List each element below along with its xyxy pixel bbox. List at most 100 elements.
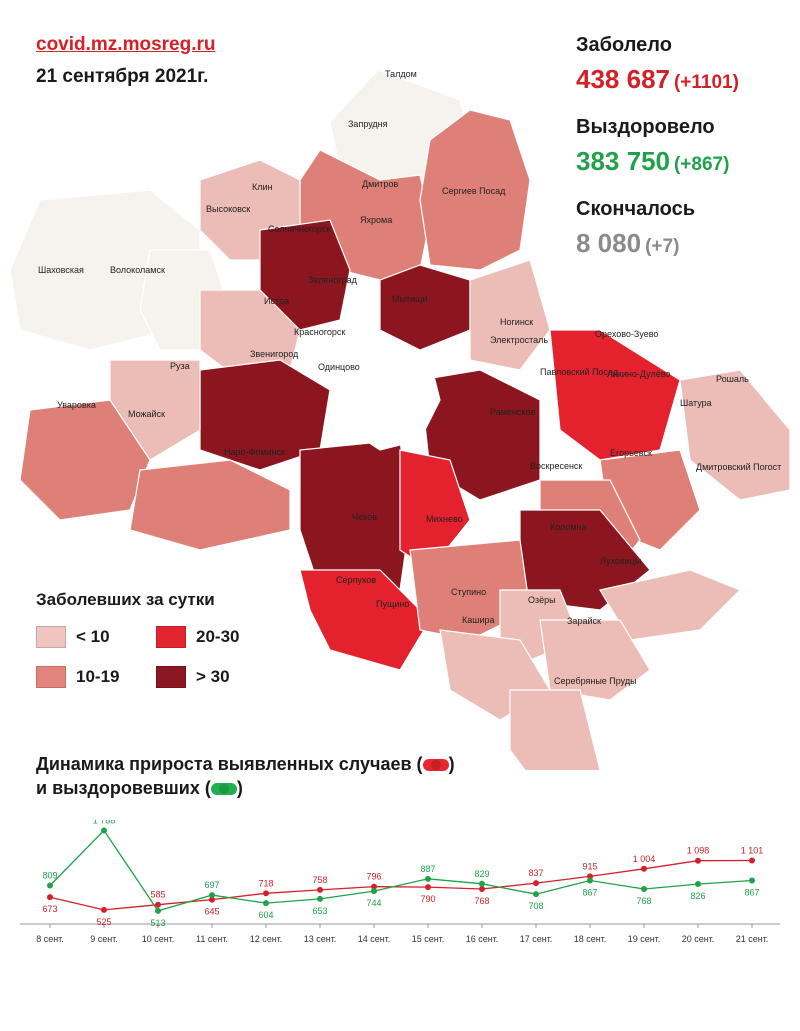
place-label: Шатура (680, 398, 712, 408)
report-date: 21 сентября 2021г. (36, 66, 209, 87)
infected-point (371, 883, 377, 890)
place-label: Клин (252, 182, 273, 192)
recovered-point (479, 880, 485, 887)
recovered-data-label: 826 (690, 891, 705, 901)
place-label: Орехово-Зуево (595, 329, 658, 339)
recovered-data-label: 653 (312, 906, 327, 916)
place-label: Ступино (451, 587, 486, 597)
region-mytishchi (379, 264, 471, 351)
x-tick-label: 21 сент. (736, 934, 769, 944)
died-label: Скончалось (576, 198, 696, 220)
place-label: Ликино-Дулёво (607, 369, 670, 379)
infected-point (317, 886, 323, 893)
place-label: Сергиев Посад (442, 186, 506, 196)
infected-point (641, 865, 647, 872)
place-label: Раменское (490, 407, 535, 417)
recovered-point (425, 875, 431, 882)
place-label: Рошаль (716, 374, 749, 384)
dynamics-title-line2: и выздоровевших ( (36, 778, 211, 798)
place-label: Михнево (426, 514, 463, 524)
place-label: Одинцово (318, 362, 360, 372)
infected-point (263, 890, 269, 897)
recovered-series-line (49, 829, 753, 912)
place-label: Озёры (528, 595, 556, 605)
dynamics-title-line1: Динамика прироста выявленных случаев ( (36, 754, 423, 774)
region-orekhovo (549, 329, 681, 461)
x-tick-label: 14 сент. (358, 934, 391, 944)
place-label: Наро-Фоминск (224, 447, 285, 457)
infected-data-label: 673 (42, 904, 57, 914)
place-label: Волоколамск (110, 265, 165, 275)
region-sergiev-posad (419, 109, 531, 271)
place-label: Егорьевск (610, 448, 652, 458)
legend-label-lt10: < 10 (76, 627, 110, 646)
infected-data-label: 758 (312, 875, 327, 885)
source-link[interactable]: covid.mz.mosreg.ru (36, 34, 216, 55)
place-label: Луховицы (600, 556, 641, 566)
region-moscow (344, 339, 441, 451)
infected-data-label: 768 (474, 896, 489, 906)
infected-data-label: 915 (582, 861, 597, 871)
infected-marker-icon (422, 759, 449, 772)
x-tick-label: 11 сент. (196, 934, 228, 944)
recovered-data-label: 744 (366, 898, 381, 908)
recovered-data-label: 867 (582, 888, 597, 898)
legend-item-20-30: 20-30 (156, 626, 239, 648)
recovered-data-label: 867 (744, 888, 759, 898)
place-label: Звенигород (250, 349, 299, 359)
x-tick-label: 20 сент. (682, 934, 715, 944)
x-tick-label: 16 сент. (466, 934, 499, 944)
place-label: Мытищи (392, 294, 428, 304)
place-label: Пущино (376, 599, 409, 609)
died-value: 8 080 (+7) (576, 228, 679, 259)
legend-item-gt30: > 30 (156, 666, 230, 688)
legend-item-10-19: 10-19 (36, 666, 119, 688)
region-mozhaisk (19, 399, 151, 521)
place-label: Высоковск (206, 204, 250, 214)
place-label: Зеленоград (308, 275, 358, 285)
infected-point (47, 894, 53, 901)
legend-label-20-30: 20-30 (196, 627, 240, 646)
legend-swatch-lt10 (36, 626, 66, 648)
region-map: Талдом Запрудня Дмитров Сергиев Посад Клин Вы… (9, 69, 791, 770)
x-tick-label: 18 сент. (574, 934, 607, 944)
infected-data-label: 1 098 (687, 846, 710, 856)
dynamics-chart: 8 сент. 9 сент. 10 сент. 11 сент. 12 сент. 13… (20, 820, 780, 944)
place-label: Красногорск (294, 327, 345, 337)
infected-data-label: 837 (528, 868, 543, 878)
x-tick-label: 19 сент. (628, 934, 661, 944)
region-serpukhov (299, 569, 431, 671)
recovered-point (209, 892, 215, 899)
infected-point (695, 857, 701, 864)
place-label: Уваровка (57, 400, 96, 410)
place-label: Солнечногорск (268, 224, 330, 234)
legend-label-gt30: > 30 (196, 667, 230, 686)
recovered-point (317, 895, 323, 902)
recovered-point (155, 907, 161, 914)
infected-data-label: 790 (420, 894, 435, 904)
recovered-data-label: 887 (420, 864, 435, 874)
x-tick-label: 10 сент. (142, 934, 175, 944)
infected-delta: (+1101) (673, 72, 739, 93)
infected-data-label: 585 (150, 890, 165, 900)
place-label: Электросталь (490, 335, 548, 345)
region-serebryanye-prudy (509, 689, 601, 770)
infected-data-label: 525 (96, 917, 111, 927)
legend-swatch-20-30 (156, 626, 186, 648)
region-zaraisk (539, 619, 651, 701)
recovered-data-label: 768 (636, 896, 651, 906)
infected-point (533, 880, 539, 887)
region-roshal (679, 369, 791, 501)
infected-data-label: 645 (204, 907, 219, 917)
place-label: Коломна (550, 522, 587, 532)
place-label: Зарайск (567, 616, 601, 626)
infected-point (155, 901, 161, 908)
legend-label-10-19: 10-19 (76, 667, 120, 686)
infected-value: 438 687 (+1101) (576, 64, 739, 95)
recovered-data-label: 829 (474, 869, 489, 879)
recovered-value: 383 750 (+867) (576, 146, 729, 177)
place-label: Яхрома (360, 215, 392, 225)
recovered-count: 383 750 (576, 146, 670, 176)
died-count: 8 080 (576, 228, 642, 258)
x-tick-label: 15 сент. (412, 934, 445, 944)
